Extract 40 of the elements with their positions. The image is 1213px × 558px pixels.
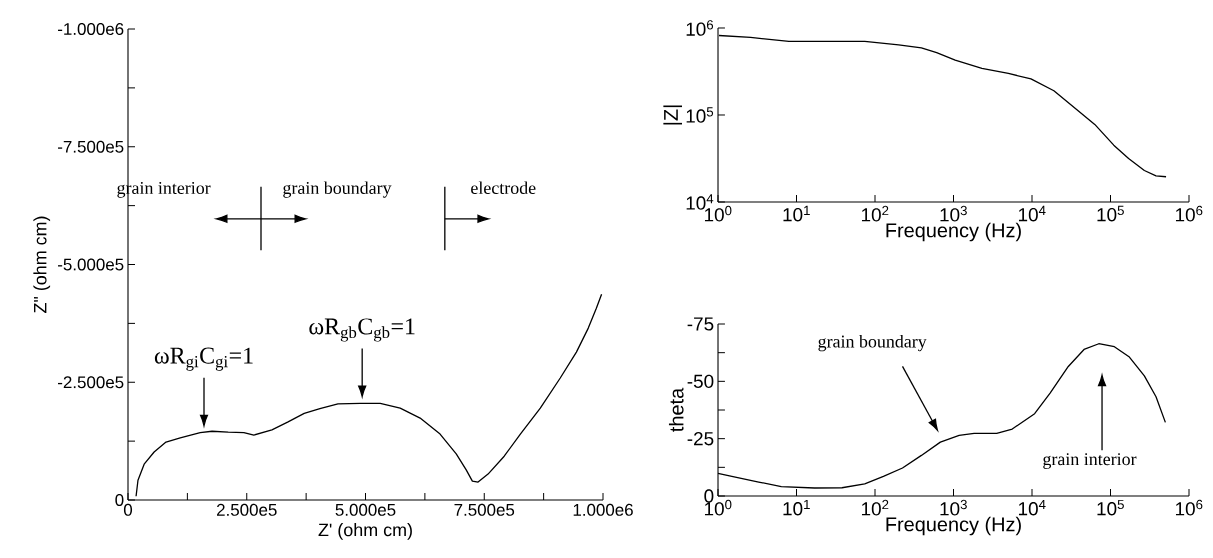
y-tick-label: -2.500e5 [58, 376, 124, 389]
annotation: grain interior [117, 181, 211, 198]
x-tick-label: 10$^{3}$ [940, 499, 967, 516]
x-tick-label: 2.500e5 [217, 503, 277, 516]
annotation: grain interior [1043, 453, 1137, 469]
y-tick-label: -5.000e5 [58, 258, 124, 271]
annotation: electrode [471, 181, 536, 195]
x-tick-label: 10$^{5}$ [1097, 499, 1124, 516]
x-tick-label: 5.000e5 [335, 503, 396, 516]
annotation: ωR$_{gb}$C$_{gb}$=1 [309, 318, 415, 342]
y-tick-label: -75 [687, 317, 714, 331]
y-axis-title: |Z| [663, 105, 683, 125]
x-tick-label: 10$^{6}$ [1175, 499, 1203, 516]
x-axis-title: Z' (ohm cm) [318, 523, 412, 540]
y-axis-title: theta [668, 387, 684, 432]
x-tick-label: 1.000e6 [573, 503, 633, 516]
x-tick-label: 0 [123, 503, 133, 516]
y-tick-label: -50 [687, 374, 714, 389]
annotation: grain boundary [283, 181, 392, 198]
x-tick-label: 10$^{1}$ [783, 499, 810, 516]
x-tick-label: 10$^{2}$ [861, 499, 889, 516]
x-tick-label: 7.500e5 [454, 503, 515, 516]
y-tick-label: 10$^{6}$ [686, 20, 714, 36]
x-tick-label: 10$^{5}$ [1097, 205, 1124, 222]
annotation: ωR$_{gi}$C$_{gi}$=1 [154, 347, 253, 371]
x-tick-label: 10$^{1}$ [783, 205, 810, 222]
x-tick-label: 10$^{4}$ [1018, 205, 1046, 222]
y-tick-label: 10$^{5}$ [686, 107, 714, 123]
annotation: grain boundary [818, 334, 927, 352]
x-tick-label: 10$^{2}$ [861, 205, 889, 222]
x-axis-title: Frequency (Hz) [886, 222, 1021, 242]
x-tick-label: 10$^{3}$ [940, 205, 967, 222]
y-axis-title: Z" (ohm cm) [33, 216, 51, 313]
y-tick-label: -7.500e5 [58, 140, 124, 153]
x-tick-label: 10$^{4}$ [1018, 499, 1046, 516]
y-tick-label: -25 [687, 431, 714, 446]
y-tick-label: -1.000e6 [58, 23, 124, 35]
x-axis-title: Frequency (Hz) [886, 516, 1021, 536]
line-series [135, 293, 603, 497]
x-tick-label: 10$^{6}$ [1175, 205, 1203, 222]
